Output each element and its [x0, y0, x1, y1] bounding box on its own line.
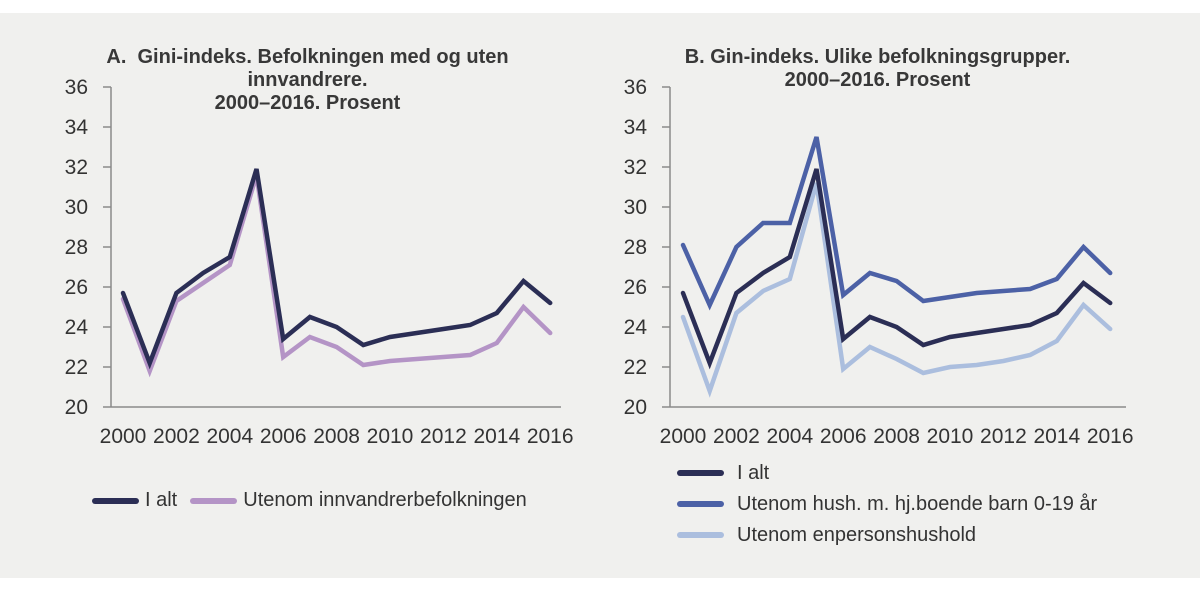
- legend-item: I alt: [92, 489, 177, 512]
- series-line-b-1: [680, 136, 1113, 311]
- x-tick-label: 2006: [820, 425, 867, 448]
- legend-swatch-utenom-hush-m-barn: [677, 501, 724, 507]
- x-tick-label: 2012: [980, 425, 1027, 448]
- y-tick-label: 20: [624, 396, 647, 419]
- x-tick-label: 2000: [100, 425, 147, 448]
- legend-item: Utenom hush. m. hj.boende barn 0-19 år: [677, 493, 1097, 515]
- chart-a-legend: I alt Utenom innvandrerbefolkningen: [92, 489, 527, 512]
- y-tick-label: 30: [65, 196, 88, 219]
- legend-label: I alt: [737, 461, 770, 484]
- y-tick-label: 28: [624, 236, 647, 259]
- y-tick-label: 24: [624, 316, 648, 339]
- chart-b-title-line1: B. Gin-indeks. Ulike befolkningsgrupper.: [684, 46, 1071, 68]
- figure-background: [0, 13, 1200, 578]
- y-tick-label: 22: [65, 356, 88, 379]
- legend-item: Utenom innvandrerbefolkningen: [190, 489, 527, 512]
- x-tick-label: 2010: [367, 425, 414, 448]
- legend-label: Utenom enpersonshushold: [737, 523, 977, 546]
- x-tick-label: 2000: [660, 425, 707, 448]
- legend-label: I alt: [145, 489, 178, 511]
- x-tick-label: 2010: [927, 425, 974, 448]
- x-tick-label: 2016: [1087, 425, 1134, 448]
- chart-b-title-line2: 2000–2016. Prosent: [784, 69, 971, 91]
- y-tick-label: 34: [65, 116, 89, 139]
- chart-a-title-line2: 2000–2016. Prosent: [214, 92, 401, 114]
- x-tick-label: 2008: [313, 425, 360, 448]
- x-tick-label: 2004: [206, 425, 253, 448]
- x-tick-label: 2012: [420, 425, 467, 448]
- chart-a-title-line1: A. Gini-indeks. Befolkningen med og uten…: [106, 46, 509, 91]
- x-tick-label: 2004: [766, 425, 813, 448]
- series-line-b-2: [680, 182, 1113, 398]
- series-line-a-0: [120, 168, 553, 370]
- y-tick-label: 32: [65, 156, 88, 179]
- legend-item: Utenom enpersonshushold: [677, 524, 1097, 546]
- y-tick-label: 28: [65, 236, 88, 259]
- legend-swatch-utenom-enpersonshushold: [677, 532, 724, 538]
- y-tick-label: 36: [65, 76, 88, 99]
- x-tick-label: 2006: [260, 425, 307, 448]
- legend-item: I alt: [677, 462, 1097, 484]
- x-tick-label: 2016: [527, 425, 574, 448]
- y-tick-label: 26: [624, 276, 647, 299]
- legend-label: Utenom innvandrerbefolkningen: [243, 489, 527, 511]
- chart-b-title: B. Gin-indeks. Ulike befolkningsgrupper.…: [645, 46, 1110, 92]
- legend-swatch-i-alt: [92, 497, 139, 504]
- y-tick-label: 36: [624, 76, 647, 99]
- chart-b-legend: I alt Utenom hush. m. hj.boende barn 0-1…: [677, 462, 1097, 555]
- chart-a-title: A. Gini-indeks. Befolkningen med og uten…: [55, 46, 560, 115]
- y-tick-label: 26: [65, 276, 88, 299]
- legend-swatch-utenom-innvandrerbefolkningen: [190, 497, 238, 504]
- y-tick-label: 34: [624, 116, 648, 139]
- x-tick-label: 2014: [1033, 425, 1080, 448]
- legend-swatch-i-alt: [677, 470, 724, 476]
- x-tick-label: 2002: [153, 425, 200, 448]
- series-line-a-1: [120, 174, 553, 378]
- y-tick-label: 24: [65, 316, 89, 339]
- y-tick-label: 22: [624, 356, 647, 379]
- y-tick-label: 32: [624, 156, 647, 179]
- legend-label: Utenom hush. m. hj.boende barn 0-19 år: [737, 492, 1098, 515]
- x-tick-label: 2014: [473, 425, 520, 448]
- y-tick-label: 20: [65, 396, 88, 419]
- series-line-b-0: [680, 168, 1113, 370]
- y-tick-label: 30: [624, 196, 647, 219]
- x-tick-label: 2008: [873, 425, 920, 448]
- x-tick-label: 2002: [713, 425, 760, 448]
